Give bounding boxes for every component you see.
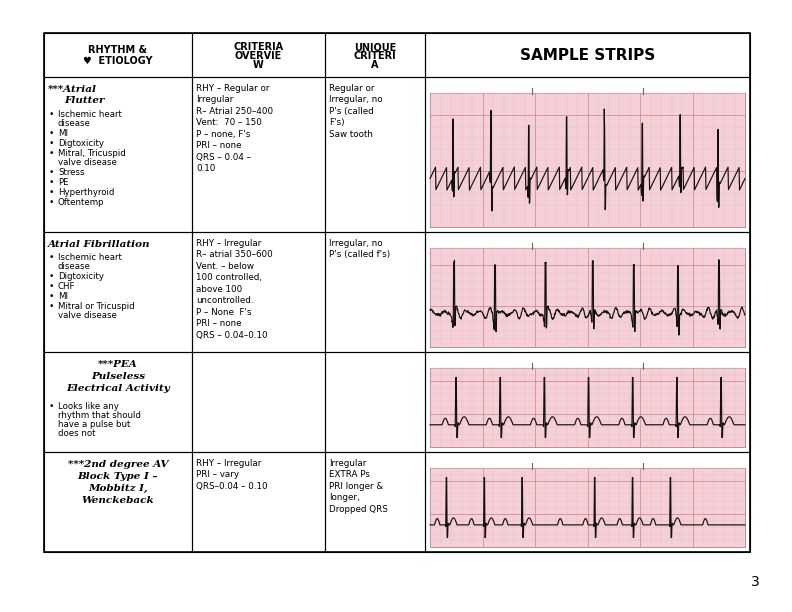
Text: Block Type I –: Block Type I – [78,472,158,481]
Text: ♥  ETIOLOGY: ♥ ETIOLOGY [83,56,153,66]
Text: Atrial Fibrillation: Atrial Fibrillation [48,240,150,249]
Text: •: • [49,292,55,301]
Bar [425,77,750,232]
Text: Oftentemp: Oftentemp [58,198,105,207]
Text: SAMPLE STRIPS: SAMPLE STRIPS [520,48,655,62]
Text: OVERVIE: OVERVIE [235,51,282,61]
Text: RHY – Irregular
PRI – vary
QRS–0.04 – 0.10: RHY – Irregular PRI – vary QRS–0.04 – 0.… [196,459,268,491]
Bar [44,352,192,452]
Text: Ischemic heart: Ischemic heart [58,110,122,119]
Text: A: A [371,60,379,70]
Text: Irregular
EXTRA Ps
PRI longer &
longer,
Dropped QRS: Irregular EXTRA Ps PRI longer & longer, … [329,459,388,514]
Text: Irregular, no
P's (called f's): Irregular, no P's (called f's) [329,239,390,259]
Text: disease: disease [58,262,91,271]
Text: Electrical Activity: Electrical Activity [66,384,169,393]
Bar [325,77,425,232]
Text: CHF: CHF [58,282,75,291]
Text: •: • [49,139,55,148]
Bar [44,33,750,552]
Text: disease: disease [58,119,91,128]
Text: rhythm that should: rhythm that should [58,411,141,420]
Bar [192,452,325,552]
Text: •: • [49,272,55,281]
Text: •: • [49,110,55,119]
Text: valve disease: valve disease [58,158,117,167]
Bar [192,33,325,77]
Text: PE: PE [58,178,69,187]
Text: 3: 3 [752,575,760,589]
Text: Mitral or Tricuspid: Mitral or Tricuspid [58,302,135,311]
Text: •: • [49,302,55,311]
Text: have a pulse but: have a pulse but [58,420,131,429]
Text: Hyperthyroid: Hyperthyroid [58,188,114,197]
Text: CRITERI: CRITERI [354,51,396,61]
Text: Ischemic heart: Ischemic heart [58,253,122,262]
Text: RHY – Regular or
Irregular
R– Atrial 250–400
Vent:  70 – 150
P – none, F's
PRI –: RHY – Regular or Irregular R– Atrial 250… [196,84,273,173]
Text: RHYTHM &: RHYTHM & [89,45,147,55]
Text: MI: MI [58,292,68,301]
Text: Digtoxicity: Digtoxicity [58,272,104,281]
Text: Looks like any: Looks like any [58,402,119,411]
Text: •: • [49,129,55,138]
Bar [425,452,750,552]
Text: ***PEA: ***PEA [98,360,138,369]
Text: ***2nd degree AV: ***2nd degree AV [68,460,168,469]
Bar [325,33,425,77]
Text: Flutter: Flutter [64,96,105,105]
Text: W: W [253,60,264,70]
Text: CRITERIA: CRITERIA [234,42,284,52]
Bar [425,33,750,77]
Bar [430,93,745,227]
Text: Wenckeback: Wenckeback [82,496,154,505]
Text: Pulseless: Pulseless [91,372,145,381]
Text: Stress: Stress [58,168,85,177]
Text: •: • [49,149,55,158]
Text: •: • [49,188,55,197]
Bar [44,232,192,352]
Text: •: • [49,198,55,207]
Bar [44,33,192,77]
Bar [325,352,425,452]
Bar [44,452,192,552]
Text: •: • [49,178,55,187]
Bar [325,452,425,552]
Bar [192,352,325,452]
Text: •: • [49,282,55,291]
Bar [430,468,745,547]
Bar [325,232,425,352]
Text: does not: does not [58,429,96,438]
Text: MI: MI [58,129,68,138]
Bar [425,352,750,452]
Text: Mitral, Tricuspid: Mitral, Tricuspid [58,149,126,158]
Bar [430,248,745,347]
Bar [192,77,325,232]
Bar [430,368,745,447]
Text: Mobbitz I,: Mobbitz I, [88,484,148,493]
Text: Digtoxicity: Digtoxicity [58,139,104,148]
Text: ***Atrial: ***Atrial [48,85,97,94]
Text: RHY – Irregular
R– atrial 350–600
Vent. – below
100 controlled,
above 100
uncont: RHY – Irregular R– atrial 350–600 Vent. … [196,239,272,340]
Text: UNIQUE: UNIQUE [354,42,396,52]
Text: Regular or
Irregular, no
P's (called
F's)
Saw tooth: Regular or Irregular, no P's (called F's… [329,84,383,139]
Text: •: • [49,253,55,262]
Bar [44,77,192,232]
Text: •: • [49,168,55,177]
Text: •: • [49,402,55,411]
Bar [192,232,325,352]
Text: valve disease: valve disease [58,311,117,320]
Bar [425,232,750,352]
